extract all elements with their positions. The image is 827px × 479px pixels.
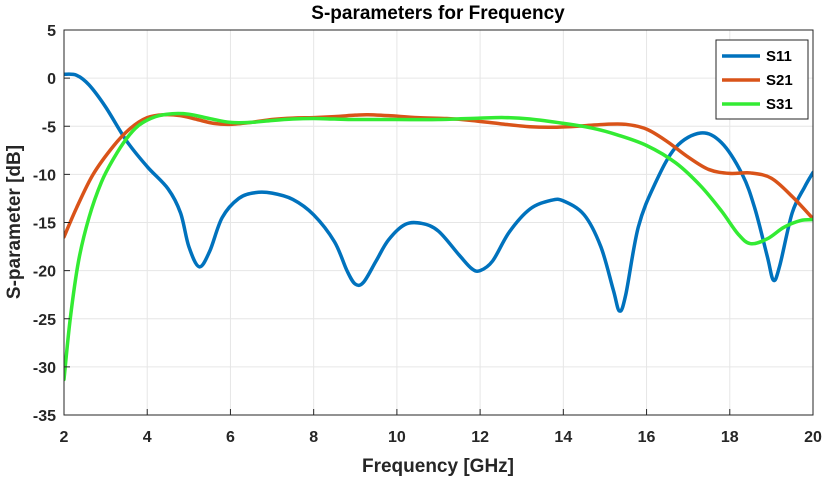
x-tick-label: 20 [804,429,822,446]
legend-label-s21: S21 [766,72,793,89]
x-tick-label: 4 [143,429,152,446]
x-tick-label: 12 [471,429,489,446]
x-tick-label: 14 [554,429,572,446]
series-lines [64,72,813,382]
y-tick-label: -30 [33,360,56,377]
y-axis-label: S-parameter [dB] [4,145,25,299]
y-tick-label: 5 [47,23,56,40]
x-axis-label: Frequency [GHz] [362,456,514,477]
x-tick-label: 8 [309,429,318,446]
x-tick-label: 10 [388,429,406,446]
y-tick-label: -20 [33,264,56,281]
y-tick-label: -25 [33,312,56,329]
y-tick-label: -10 [33,167,56,184]
series-line-s31 [64,111,813,382]
legend-label-s11: S11 [766,48,792,65]
legend-label-s31: S31 [766,96,793,113]
x-tick-label: 2 [60,429,69,446]
x-tick-label: 18 [721,429,739,446]
tick-labels: 2 4 6 8 10 12 14 16 18 20 5 0 -5 -10 -15 -20 -25 -30 -35 [33,23,822,446]
y-tick-label: -5 [42,119,56,136]
y-tick-label: 0 [47,71,56,88]
legend: S11 S21 S31 [715,39,809,120]
x-tick-label: 6 [226,429,235,446]
y-tick-label: -15 [33,216,56,233]
y-tick-label: -35 [33,408,56,425]
series-line-s11 [64,72,813,313]
x-tick-label: 16 [638,429,656,446]
chart-title: S-parameters for Frequency [311,3,565,24]
